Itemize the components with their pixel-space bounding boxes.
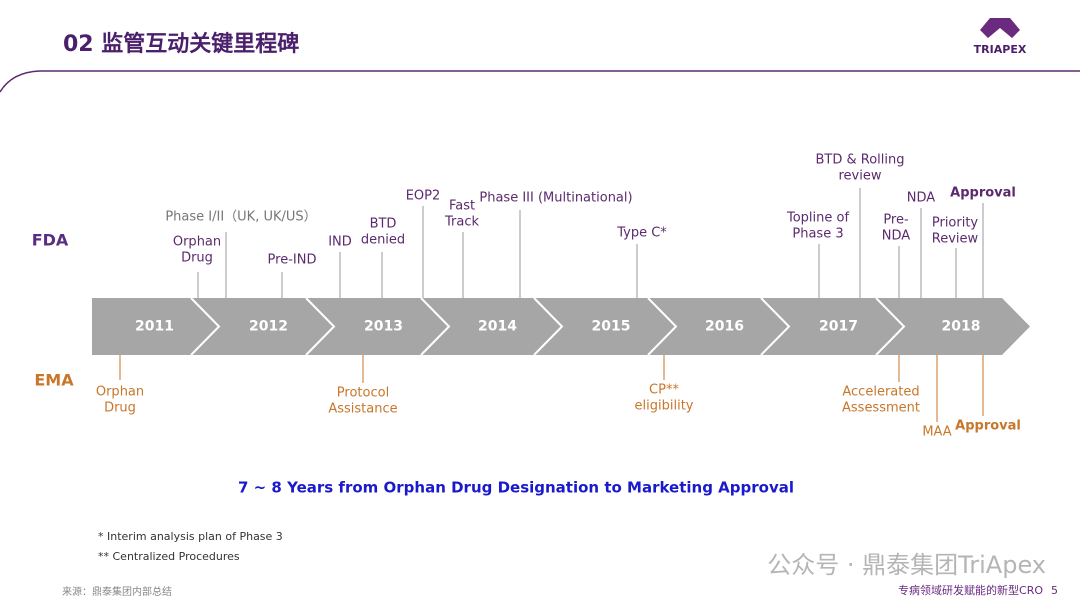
ema-event-label: CP** [649,383,679,398]
chevron-divider [760,297,791,356]
fda-event-label: Pre- [883,213,909,228]
chevron-divider [647,297,678,356]
fda-label: FDA [32,231,69,250]
ema-event-label: eligibility [635,399,694,414]
fda-event-label: EOP2 [406,189,441,204]
fda-event-label: Fast [449,199,475,214]
fda-event-label: Track [444,215,479,230]
chevron-divider [875,297,906,356]
ema-label: EMA [34,371,74,390]
year-label: 2018 [942,319,981,335]
source: 来源：鼎泰集团内部总结 [62,585,172,598]
fda-event-label: Phase 3 [792,227,843,242]
logo-text: TRIAPEX [974,43,1027,56]
chevron-divider [190,297,221,356]
fda-event-label: Drug [181,251,213,266]
year-label: 2011 [135,319,174,335]
fda-event-label: IND [328,235,352,250]
ema-event-label: Orphan [96,385,144,400]
fda-event-label: Orphan [173,235,221,250]
fda-event-label: Phase I/II（UK, UK/US） [165,210,316,225]
ema-event-label: Approval [955,419,1021,434]
footnote: * Interim analysis plan of Phase 3 [98,530,283,543]
ema-event-label: Drug [104,401,136,416]
fda-event-label: NDA [907,191,936,206]
chevron-divider [533,297,564,356]
footnote: ** Centralized Procedures [98,550,240,563]
headline: 7 ~ 8 Years from Orphan Drug Designation… [238,479,794,497]
ema-event-label: Protocol [337,386,389,401]
fda-event-label: Priority [932,216,979,231]
slide-title: 02 监管互动关键里程碑 [63,31,299,57]
fda-event-label: NDA [882,229,911,244]
fda-event-label: denied [361,233,405,248]
year-label: 2016 [705,319,744,335]
fda-event-label: Approval [950,186,1016,201]
ema-event-label: Accelerated [842,385,919,400]
logo-mark [980,18,1020,38]
year-label: 2013 [364,319,403,335]
chevron-divider [420,297,451,356]
year-label: 2017 [819,319,858,335]
year-label: 2014 [478,319,517,335]
fda-event-label: Pre-IND [268,253,317,268]
fda-event-label: Phase III (Multinational) [479,191,632,206]
chevron-divider [305,297,336,356]
ema-event-label: Assessment [842,401,920,416]
page-number: 5 [1051,584,1058,597]
ema-event-label: MAA [922,425,951,440]
year-label: 2015 [592,319,631,335]
ema-event-label: Assistance [328,402,397,417]
year-label: 2012 [249,319,288,335]
fda-event-label: BTD [370,217,397,232]
fda-event-label: Review [932,232,979,247]
fda-event-label: Type C* [616,226,667,241]
fda-event-label: review [839,169,882,184]
footer-tagline: 专病领域研发赋能的新型CRO [898,583,1043,597]
fda-event-label: BTD & Rolling [815,153,904,168]
fda-event-label: Topline of [786,211,849,226]
watermark: 公众号 · 鼎泰集团TriApex [767,551,1046,579]
header-rule [0,70,1080,93]
